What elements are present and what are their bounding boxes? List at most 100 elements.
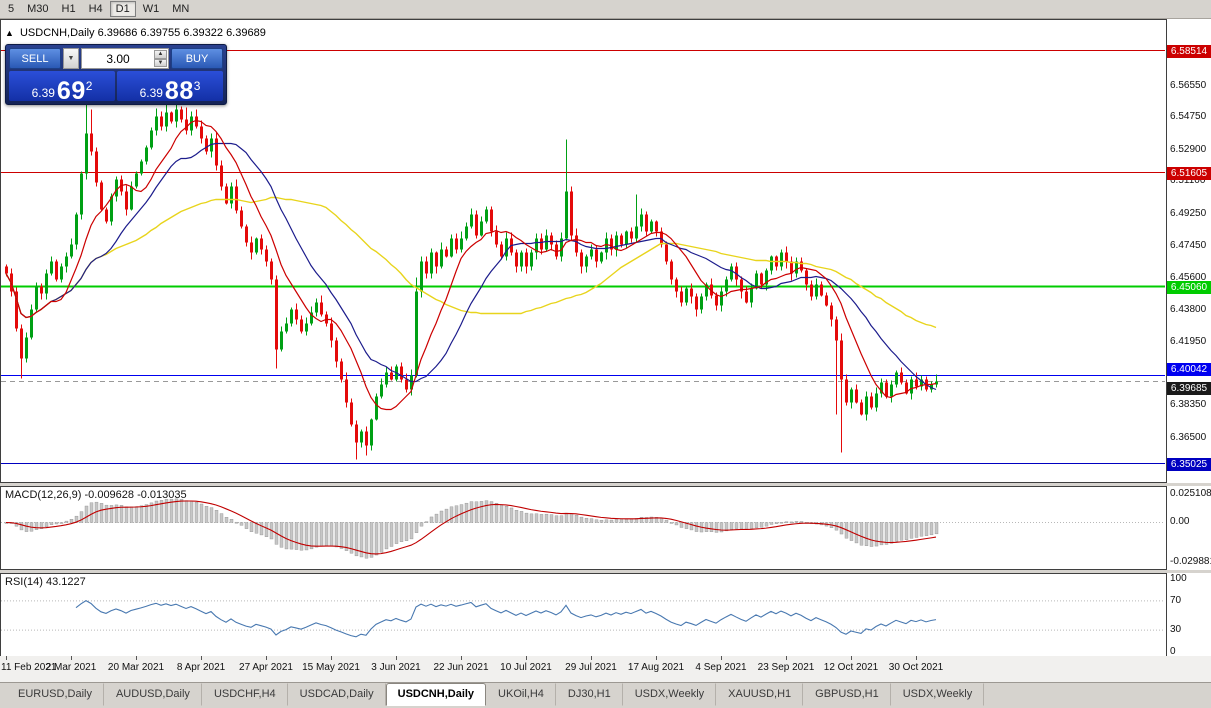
one-click-trading-panel: SELL ▼ 3.00 ▲ ▼ BUY 6.39692 6 — [5, 44, 227, 105]
volume-decrease-button[interactable]: ▼ — [154, 58, 167, 67]
chart-tab-dj30-h1[interactable]: DJ30,H1 — [556, 683, 623, 706]
price-tick-label: 6.51100 — [1170, 174, 1206, 186]
date-label: 22 Jun 2021 — [433, 662, 489, 673]
sell-price-display[interactable]: 6.39692 — [9, 71, 115, 105]
rsi-axis: 100 70 30 0 — [1167, 573, 1211, 657]
chart-tab-usdx-weekly[interactable]: USDX,Weekly — [623, 683, 717, 706]
time-tick — [721, 656, 722, 660]
sell-price-sup: 2 — [85, 79, 93, 93]
timeframe-button-5[interactable]: 5 — [8, 3, 15, 15]
date-label: 12 Oct 2021 — [823, 662, 879, 673]
price-level-label: 6.39685 — [1167, 381, 1211, 395]
panel-splitter[interactable] — [0, 570, 1211, 573]
price-tick-label: 6.47450 — [1170, 239, 1207, 251]
chart-tab-eurusd-daily[interactable]: EURUSD,Daily — [6, 683, 104, 706]
time-tick — [656, 656, 657, 660]
price-tick-label: 6.36500 — [1170, 431, 1207, 443]
macd-indicator-label: MACD(12,26,9) -0.009628 -0.013035 — [5, 489, 187, 501]
chart-tab-xauusd-h1[interactable]: XAUUSD,H1 — [716, 683, 804, 706]
price-level-label: 6.45060 — [1167, 280, 1211, 294]
price-tick-label: 6.56550 — [1170, 79, 1207, 91]
chart-tab-gbpusd-h1[interactable]: GBPUSD,H1 — [803, 683, 891, 706]
panel-splitter[interactable] — [0, 483, 1211, 486]
time-tick — [526, 656, 527, 660]
time-tick — [851, 656, 852, 660]
time-tick — [331, 656, 332, 660]
volume-stepper: ▲ ▼ — [154, 50, 167, 67]
date-label: 27 Apr 2021 — [239, 662, 293, 673]
date-label: 20 Mar 2021 — [107, 662, 165, 673]
date-label: 8 Apr 2021 — [176, 662, 226, 673]
chart-tab-ukoil-h4[interactable]: UKOil,H4 — [486, 683, 556, 706]
time-tick — [6, 656, 7, 660]
macd-panel-canvas[interactable] — [0, 486, 1167, 570]
volume-input[interactable]: 3.00 ▲ ▼ — [81, 48, 169, 69]
sell-button[interactable]: SELL — [9, 48, 61, 69]
timeframe-button-w1[interactable]: W1 — [142, 3, 160, 15]
price-level-label: 6.51605 — [1167, 166, 1211, 180]
volume-increase-button[interactable]: ▲ — [154, 50, 167, 59]
date-label: 11 Feb 2021 — [1, 662, 57, 673]
price-tick-label: 6.49250 — [1170, 207, 1207, 219]
sell-price-big: 69 — [56, 77, 86, 105]
price-axis: 6.56550 6.54750 6.52900 6.51100 6.49250 6.474… — [1167, 19, 1211, 483]
volume-dropdown-button[interactable]: ▼ — [63, 48, 79, 69]
price-level-label: 6.58514 — [1167, 44, 1211, 58]
macd-histogram-layer — [4, 498, 939, 559]
time-tick — [396, 656, 397, 660]
chart-tab-usdchf-h4[interactable]: USDCHF,H4 — [202, 683, 288, 706]
macd-name: MACD(12,26,9) — [5, 489, 82, 501]
timeframe-button-d1[interactable]: D1 — [109, 1, 136, 17]
time-tick — [461, 656, 462, 660]
timeframe-button-m30[interactable]: M30 — [27, 3, 49, 15]
macd-signal-line — [5, 500, 937, 555]
sell-price-small: 6.39 — [31, 86, 55, 100]
buy-price-sup: 3 — [193, 79, 201, 93]
time-tick — [591, 656, 592, 660]
timeframe-button-h1[interactable]: H1 — [61, 3, 76, 15]
time-tick — [201, 656, 202, 660]
timeframe-toolbar: 5 M30 H1 H4 D1 W1 MN — [0, 0, 1211, 19]
chart-title: ▲ USDCNH,Daily 6.39686 6.39755 6.39322 6… — [5, 27, 266, 39]
buy-button[interactable]: BUY — [171, 48, 223, 69]
buy-price-small: 6.39 — [139, 86, 163, 100]
date-label: 17 Aug 2021 — [627, 662, 685, 673]
chart-tabs-bar: EURUSD,Daily AUDUSD,Daily USDCHF,H4 USDCAD,… — [0, 682, 1211, 708]
rsi-name: RSI(14) — [5, 576, 43, 588]
macd-tick-label: 0.00 — [1170, 516, 1190, 527]
price-tick-label: 6.41950 — [1170, 335, 1207, 347]
one-click-collapse-icon[interactable]: ▲ — [5, 28, 14, 38]
date-label: 3 Jun 2021 — [371, 662, 421, 673]
macd-axis: 0.025108 0.00 -0.029881 — [1167, 486, 1211, 570]
timeframe-button-mn[interactable]: MN — [172, 3, 190, 15]
chart-ohlc-values: 6.39686 6.39755 6.39322 6.39689 — [97, 27, 266, 39]
chart-tab-usdcnh-daily[interactable]: USDCNH,Daily — [385, 683, 487, 706]
chart-tab-audusd-daily[interactable]: AUDUSD,Daily — [104, 683, 202, 706]
date-label: 4 Sep 2021 — [695, 662, 747, 673]
rsi-tick-label: 30 — [1170, 624, 1182, 636]
price-level-label: 6.35025 — [1167, 457, 1211, 471]
rsi-panel-canvas[interactable] — [0, 573, 1167, 657]
macd-tick-label: -0.029881 — [1170, 556, 1211, 567]
chevron-down-icon: ▼ — [67, 55, 75, 62]
price-tick-label: 6.38350 — [1170, 398, 1207, 410]
ma-yellow-line — [5, 196, 937, 329]
macd-tick-label: 0.025108 — [1170, 488, 1211, 499]
time-tick — [71, 656, 72, 660]
chart-tab-usdcad-daily[interactable]: USDCAD,Daily — [288, 683, 386, 706]
rsi-indicator-label: RSI(14) 43.1227 — [5, 576, 86, 588]
date-label: 10 Jul 2021 — [500, 662, 552, 673]
date-label: 15 May 2021 — [302, 662, 360, 673]
timeframe-button-h4[interactable]: H4 — [88, 3, 103, 15]
buy-price-display[interactable]: 6.39883 — [117, 71, 223, 105]
price-tick-label: 6.54750 — [1170, 110, 1207, 122]
time-tick — [786, 656, 787, 660]
rsi-value: 43.1227 — [45, 576, 86, 588]
ma-red-line — [5, 119, 937, 411]
chart-tab-usdx-weekly[interactable]: USDX,Weekly — [891, 683, 985, 706]
time-tick — [266, 656, 267, 660]
date-label: 29 Jul 2021 — [565, 662, 617, 673]
price-tick-label: 6.52900 — [1170, 143, 1207, 155]
chart-region: 6.56550 6.54750 6.52900 6.51100 6.49250 6.474… — [0, 19, 1211, 682]
